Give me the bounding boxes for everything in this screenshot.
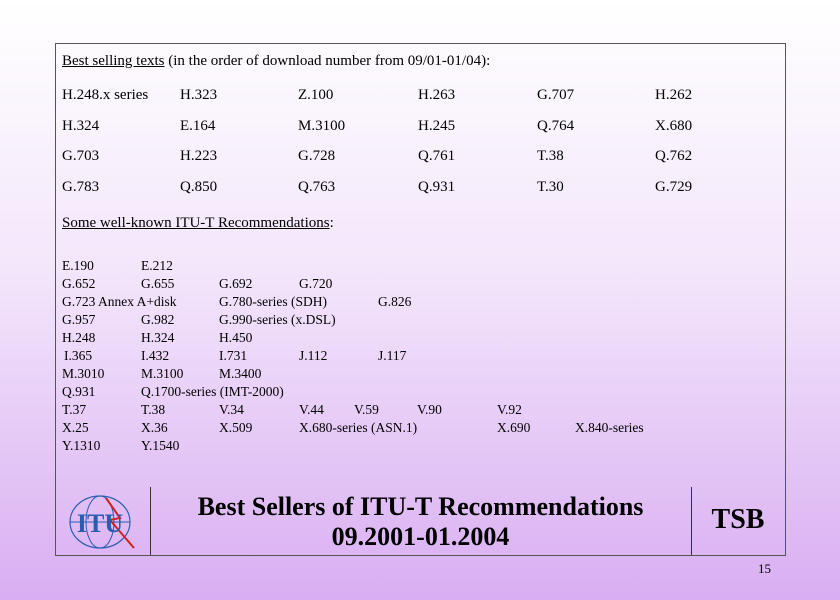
list-item: X.25 — [62, 420, 89, 435]
list-item: G.990-series (x.DSL) — [219, 312, 336, 327]
list-item: H.450 — [219, 330, 253, 345]
list-item: I.432 — [141, 348, 170, 363]
list-item: H.248 — [62, 330, 96, 345]
list-item: X.36 — [141, 420, 168, 435]
list-item: V.90 — [417, 402, 442, 417]
lightning — [105, 497, 135, 549]
list-item: J.112 — [299, 348, 328, 363]
list-item: V.59 — [354, 402, 379, 417]
heading-text: Some well-known ITU-T Recommendations — [62, 215, 330, 231]
heading-note: (in the order of download number from 09… — [168, 53, 491, 69]
title-line: 09.2001-01.2004 — [331, 522, 510, 551]
list-item: Q.931 — [62, 384, 96, 399]
heading-colon: : — [329, 215, 334, 231]
divider — [150, 487, 151, 555]
title-line: Best Sellers of ITU-T Recommendations — [197, 492, 644, 521]
grid-cell: T.30 — [537, 179, 564, 195]
itu-logo: ITU — [69, 495, 135, 549]
grid-cell: H.262 — [655, 87, 693, 103]
grid-cell: Q.931 — [418, 179, 456, 195]
grid-cell: G.707 — [537, 87, 575, 103]
logo-text: ITU — [77, 509, 123, 538]
list-item: Y.1310 — [62, 438, 101, 453]
list-item: G.826 — [378, 294, 412, 309]
list-item: T.38 — [141, 402, 166, 417]
section-heading: Some well-known ITU-T Recommendations: — [62, 216, 334, 231]
list-item: G.780-series (SDH) — [219, 294, 327, 309]
list-item: I.365 — [64, 348, 93, 363]
grid-cell: X.680 — [655, 118, 693, 134]
list-item: G.655 — [141, 276, 175, 291]
list-item: G.692 — [219, 276, 253, 291]
tsb-label: TSB — [711, 504, 765, 535]
list-item: H.324 — [141, 330, 175, 345]
grid-cell: E.164 — [180, 118, 216, 134]
list-item: V.44 — [299, 402, 324, 417]
grid-cell: H.323 — [180, 87, 218, 103]
grid-cell: G.728 — [298, 148, 336, 164]
grid-cell: M.3100 — [298, 118, 346, 134]
grid-cell: H.245 — [418, 118, 456, 134]
grid-cell: Q.763 — [298, 179, 336, 195]
grid-cell: G.783 — [62, 179, 100, 195]
grid-cell: T.38 — [537, 148, 564, 164]
list-item: G.652 — [62, 276, 96, 291]
grid-cell: G.729 — [655, 179, 693, 195]
list-item: M.3400 — [219, 366, 262, 381]
list-item: J.117 — [378, 348, 407, 363]
grid-cell: H.223 — [180, 148, 218, 164]
grid-cell: Z.100 — [298, 87, 334, 103]
divider — [691, 487, 692, 555]
grid-cell: Q.764 — [537, 118, 575, 134]
list-item: V.92 — [497, 402, 522, 417]
list-item: Y.1540 — [141, 438, 180, 453]
grid-cell: H.324 — [62, 118, 100, 134]
list-item: G.957 — [62, 312, 96, 327]
list-item: X.509 — [219, 420, 253, 435]
content-frame — [55, 43, 786, 556]
list-item: I.731 — [219, 348, 248, 363]
section-heading: Best selling texts (in the order of down… — [62, 54, 490, 69]
grid-cell: H.248.x series — [62, 87, 149, 103]
list-item: E.190 — [62, 258, 94, 273]
list-item: E.212 — [141, 258, 173, 273]
list-item: G.723 Annex A+disk — [62, 294, 177, 309]
grid-cell: Q.761 — [418, 148, 456, 164]
list-item: M.3100 — [141, 366, 184, 381]
heading-text: Best selling texts — [62, 53, 165, 69]
list-item: X.690 — [497, 420, 531, 435]
grid-cell: Q.850 — [180, 179, 218, 195]
list-item: V.34 — [219, 402, 244, 417]
list-item: M.3010 — [62, 366, 105, 381]
list-item: T.37 — [62, 402, 87, 417]
list-item: Q.1700-series (IMT-2000) — [141, 384, 284, 399]
grid-cell: H.263 — [418, 87, 456, 103]
grid-cell: G.703 — [62, 148, 100, 164]
list-item: G.720 — [299, 276, 333, 291]
list-item: G.982 — [141, 312, 175, 327]
page-number: 15 — [758, 561, 771, 576]
list-item: X.840-series — [575, 420, 644, 435]
list-item: X.680-series (ASN.1) — [299, 420, 418, 435]
grid-cell: Q.762 — [655, 148, 693, 164]
footer-title: Best Sellers of ITU-T Recommendations 09… — [150, 492, 691, 552]
